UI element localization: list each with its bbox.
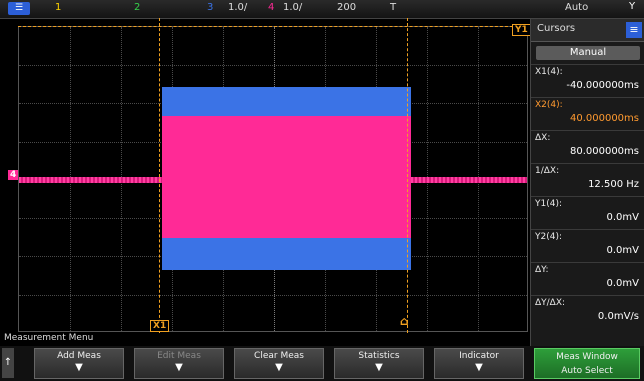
- cursor-x2-line[interactable]: [407, 18, 408, 333]
- measurement-row: ΔX: 80.000000ms: [531, 130, 644, 163]
- cursor-y1-line[interactable]: [18, 26, 528, 27]
- grid-line: [19, 65, 527, 66]
- channel-4-waveform-right: [411, 177, 527, 183]
- channel-4-burst: [162, 116, 411, 238]
- measurement-value: 0.0mV: [606, 245, 640, 256]
- channel-4-ground-marker[interactable]: 4: [8, 170, 19, 180]
- arrow-down-icon: ▼: [75, 362, 83, 373]
- channel-3-indicator[interactable]: 3: [207, 2, 214, 13]
- panel-header: Cursors ≡: [531, 19, 644, 42]
- grid-line: [19, 295, 527, 296]
- measurement-label: ΔX:: [535, 133, 551, 143]
- channel-1-indicator[interactable]: 1: [55, 2, 62, 13]
- cursor-mode-button[interactable]: Manual: [536, 46, 640, 60]
- measurement-row: Y1(4): 0.0mV: [531, 196, 644, 229]
- measurement-value: 0.0mV/s: [597, 311, 639, 322]
- arrow-down-icon: ▼: [475, 362, 483, 373]
- softkey-label: Meas Window: [556, 352, 618, 362]
- add-meas-softkey[interactable]: Add Meas ▼: [34, 348, 124, 379]
- softkey-label: Indicator: [459, 351, 499, 361]
- panel-menu-icon[interactable]: ≡: [626, 22, 642, 38]
- trigger-mode: T: [390, 2, 397, 13]
- measurement-label: ΔY:: [535, 265, 549, 275]
- measurement-row: ΔY: 0.0mV: [531, 262, 644, 295]
- menu-icon[interactable]: ☰: [8, 2, 30, 15]
- channel-4-indicator[interactable]: 4: [268, 2, 275, 13]
- meas-window-softkey[interactable]: Meas Window Auto Select: [534, 348, 640, 379]
- cursor-x1-marker[interactable]: X1: [150, 320, 170, 332]
- measurement-label: ΔY/ΔX:: [535, 298, 566, 308]
- softkey-sublabel: Auto Select: [561, 366, 613, 376]
- cursor-y1-marker[interactable]: Y1: [512, 24, 531, 36]
- statistics-softkey[interactable]: Statistics ▼: [334, 348, 424, 379]
- arrow-down-icon: ▼: [275, 362, 283, 373]
- softkey-label: Add Meas: [57, 351, 101, 361]
- trigger-indicator: Y: [629, 1, 636, 12]
- measurement-label: 1/ΔX:: [535, 166, 560, 176]
- cursors-panel: Cursors ≡ Manual X1(4): -40.000000ms X2(…: [530, 19, 644, 350]
- menu-title: Measurement Menu: [4, 333, 94, 343]
- measurement-label: Y2(4):: [535, 232, 563, 242]
- measurement-value: 12.500 Hz: [588, 179, 639, 190]
- measurement-row: 1/ΔX: 12.500 Hz: [531, 163, 644, 196]
- channel-4-scale: 1.0/: [283, 2, 303, 13]
- measurement-value: 0.0mV: [606, 212, 640, 223]
- edit-meas-softkey[interactable]: Edit Meas ▼: [134, 348, 224, 379]
- softkey-label: Statistics: [358, 351, 400, 361]
- arrow-down-icon: ▼: [175, 362, 183, 373]
- timebase-readout: 200: [337, 2, 357, 13]
- waveform-display[interactable]: [18, 26, 528, 332]
- measurement-row: ΔY/ΔX: 0.0mV/s: [531, 295, 644, 328]
- cursor-x1-line[interactable]: [159, 18, 160, 333]
- acquisition-mode: Auto: [565, 2, 589, 13]
- channel-3-scale: 1.0/: [228, 2, 248, 13]
- measurement-value: 40.000000ms: [569, 113, 639, 124]
- softkey-label: Clear Meas: [254, 351, 304, 361]
- measurement-value: 80.000000ms: [569, 146, 639, 157]
- channel-2-indicator[interactable]: 2: [134, 2, 141, 13]
- measurement-label: Y1(4):: [535, 199, 563, 209]
- measurement-row: X2(4): 40.000000ms: [531, 97, 644, 130]
- panel-title: Cursors: [537, 23, 576, 34]
- measurement-row: X1(4): -40.000000ms: [531, 64, 644, 97]
- channel-4-waveform-left: [19, 177, 162, 183]
- clear-meas-softkey[interactable]: Clear Meas ▼: [234, 348, 324, 379]
- measurement-value: 0.0mV: [606, 278, 640, 289]
- measurement-label: X2(4):: [535, 100, 563, 110]
- indicator-softkey[interactable]: Indicator ▼: [434, 348, 524, 379]
- trigger-position-icon[interactable]: ⌂: [400, 314, 409, 328]
- measurement-value: -40.000000ms: [566, 80, 639, 91]
- back-button[interactable]: ↑: [2, 348, 14, 378]
- arrow-down-icon: ▼: [375, 362, 383, 373]
- status-bar: ☰ 1 2 3 1.0/ 4 1.0/ 200 T Auto Y: [0, 0, 644, 19]
- measurement-label: X1(4):: [535, 67, 563, 77]
- measurement-row: Y2(4): 0.0mV: [531, 229, 644, 262]
- softkey-label: Edit Meas: [157, 351, 201, 361]
